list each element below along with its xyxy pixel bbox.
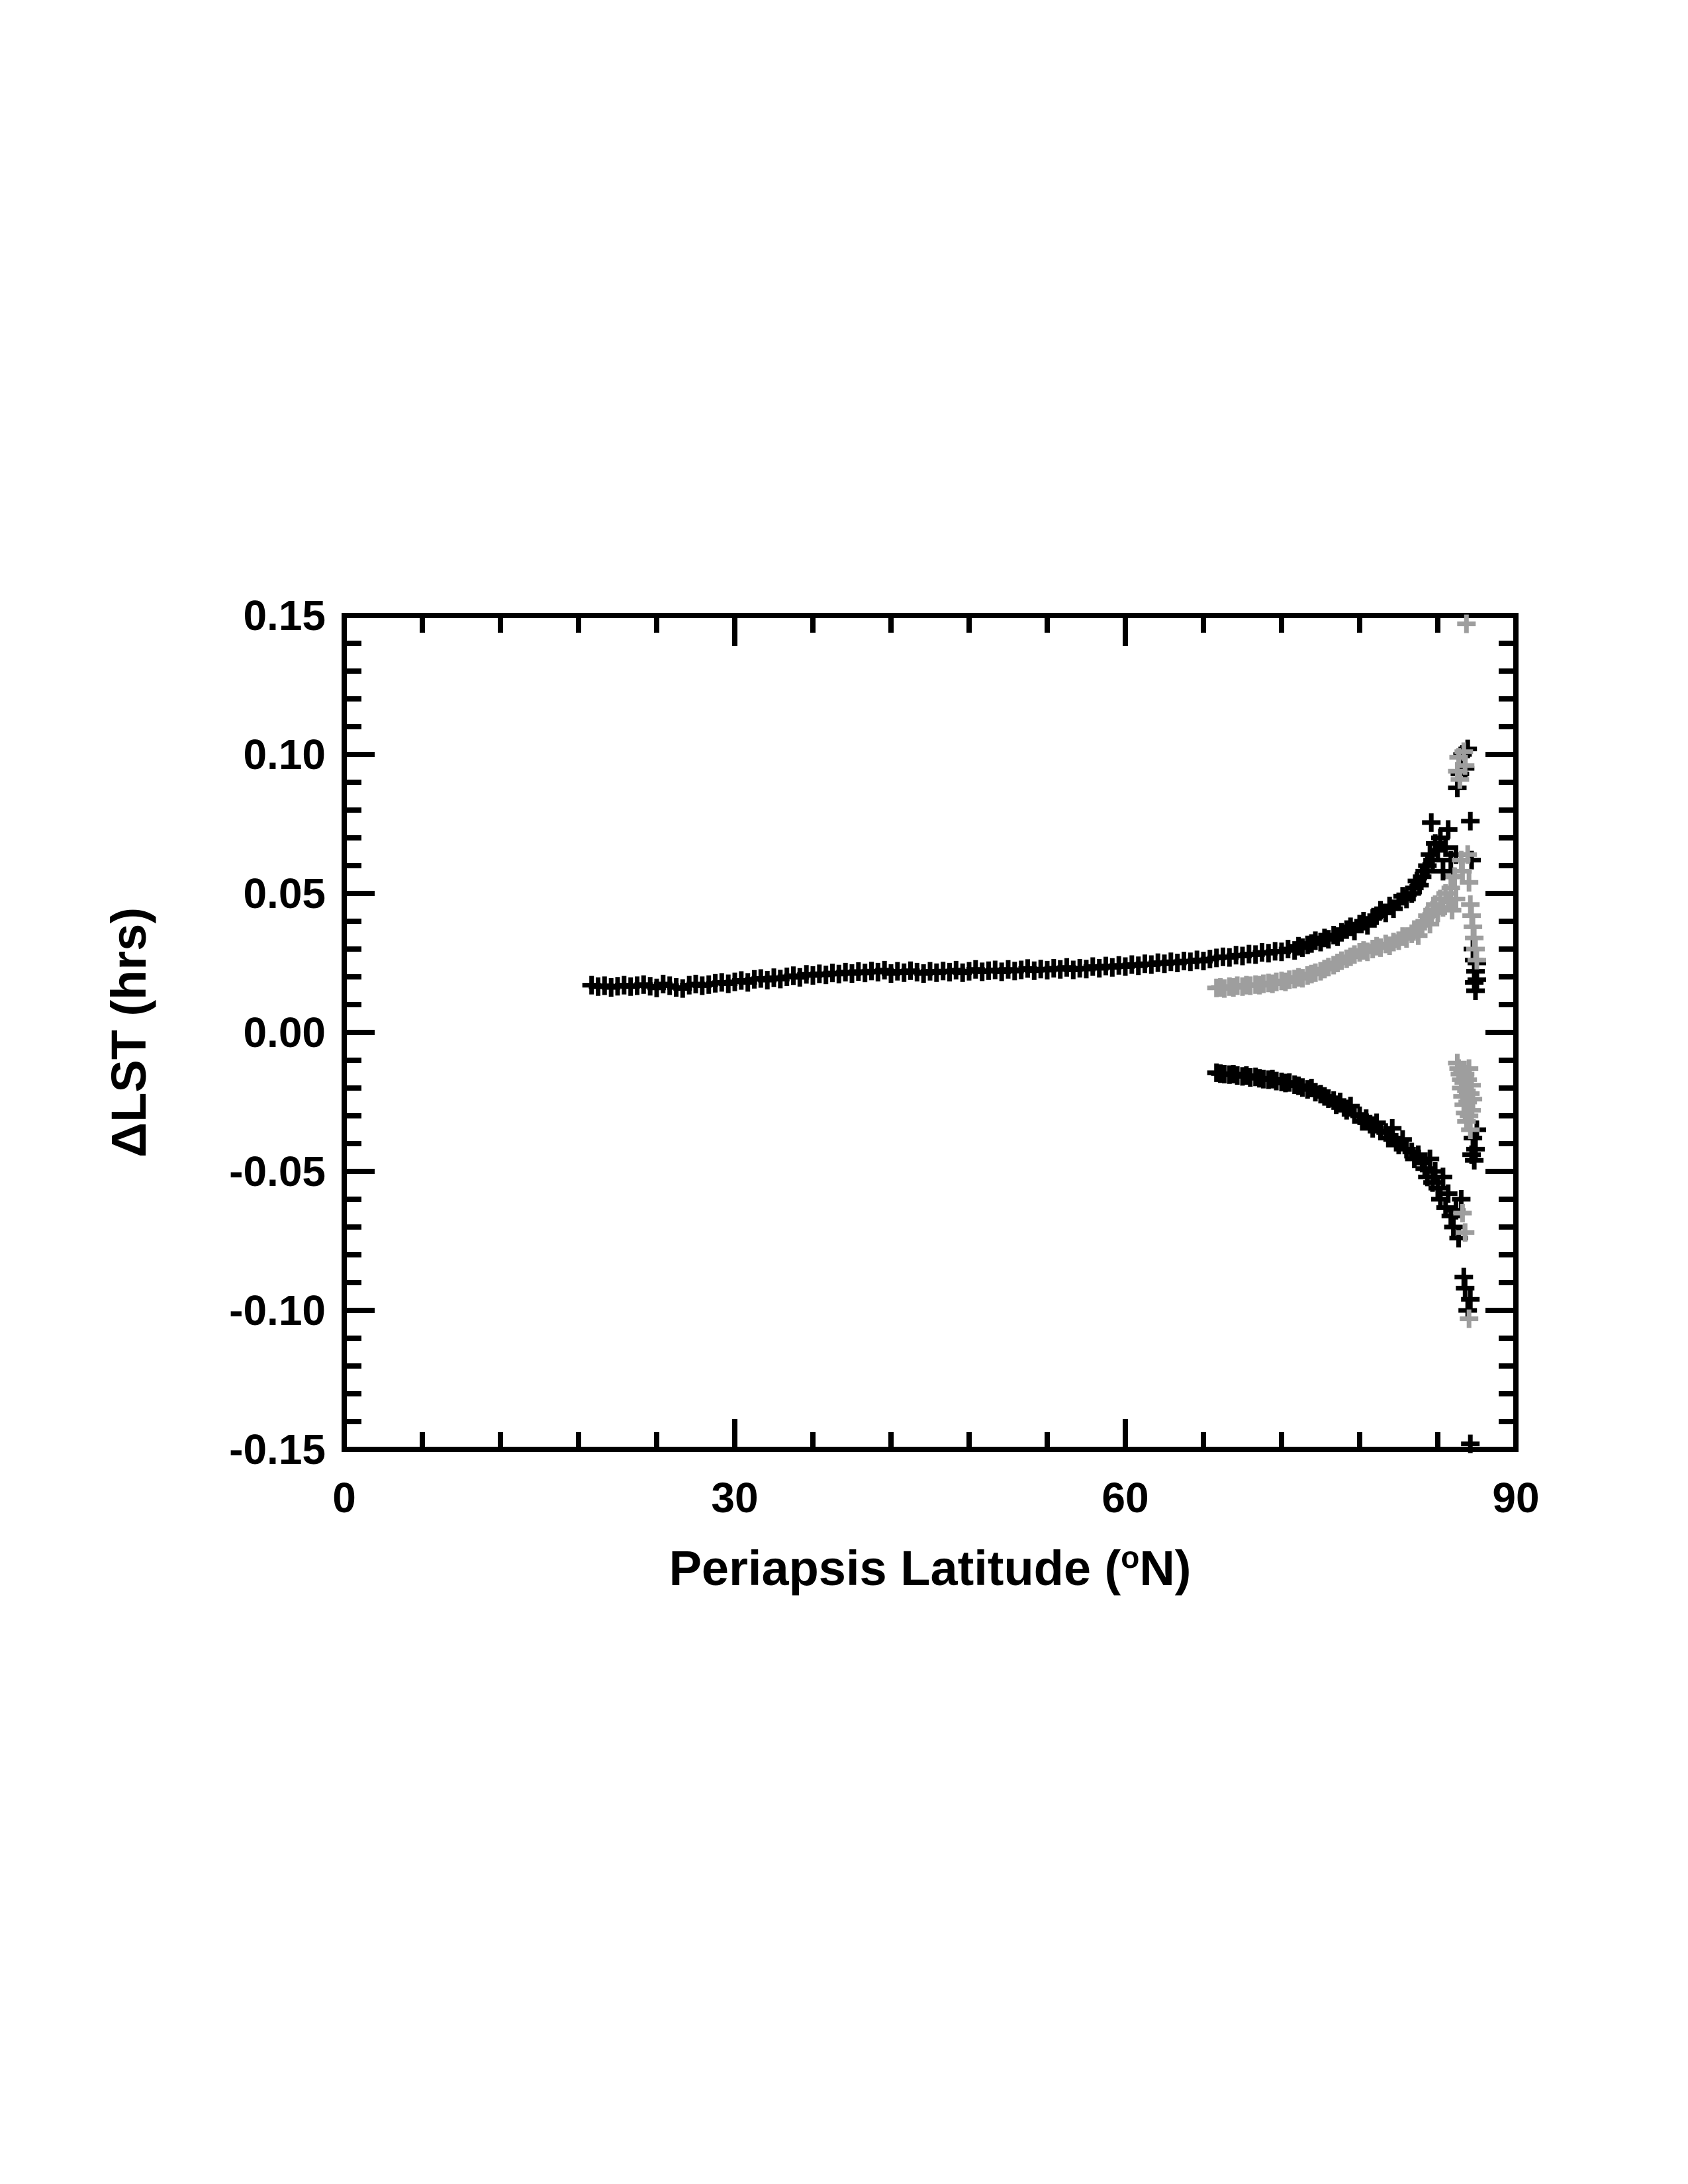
x-tick-label: 90 (1492, 1474, 1539, 1522)
x-axis-title: Periapsis Latitude (oN) (669, 1540, 1192, 1596)
x-tick-label: 60 (1102, 1474, 1149, 1522)
y-tick-label: -0.15 (229, 1426, 326, 1473)
series-black-lower-branch (1207, 1063, 1486, 1453)
y-axis-title: ΔLST (hrs) (101, 907, 156, 1158)
y-tick-label: -0.05 (229, 1148, 326, 1195)
y-tick-label: 0.10 (243, 731, 326, 778)
axis-ticks (342, 613, 1519, 1452)
axis-tick-labels: 0 30 60 90 -0.15 -0.10 -0.05 0.00 0.05 0.10 0.15 (229, 592, 1539, 1522)
y-tick-label: 0.05 (243, 870, 326, 917)
x-tick-label: 30 (711, 1474, 758, 1522)
x-tick-label: 0 (332, 1474, 356, 1522)
y-tick-label: 0.00 (243, 1009, 326, 1056)
y-tick-label: -0.10 (229, 1287, 326, 1334)
data-series (582, 614, 1486, 1453)
y-tick-label: 0.15 (243, 592, 326, 639)
plot-border (342, 613, 1519, 1452)
series-gray-lower-cluster (1448, 1054, 1483, 1328)
series-black-upper-branch (582, 739, 1486, 1000)
series-gray-upper-branch (1207, 614, 1486, 998)
